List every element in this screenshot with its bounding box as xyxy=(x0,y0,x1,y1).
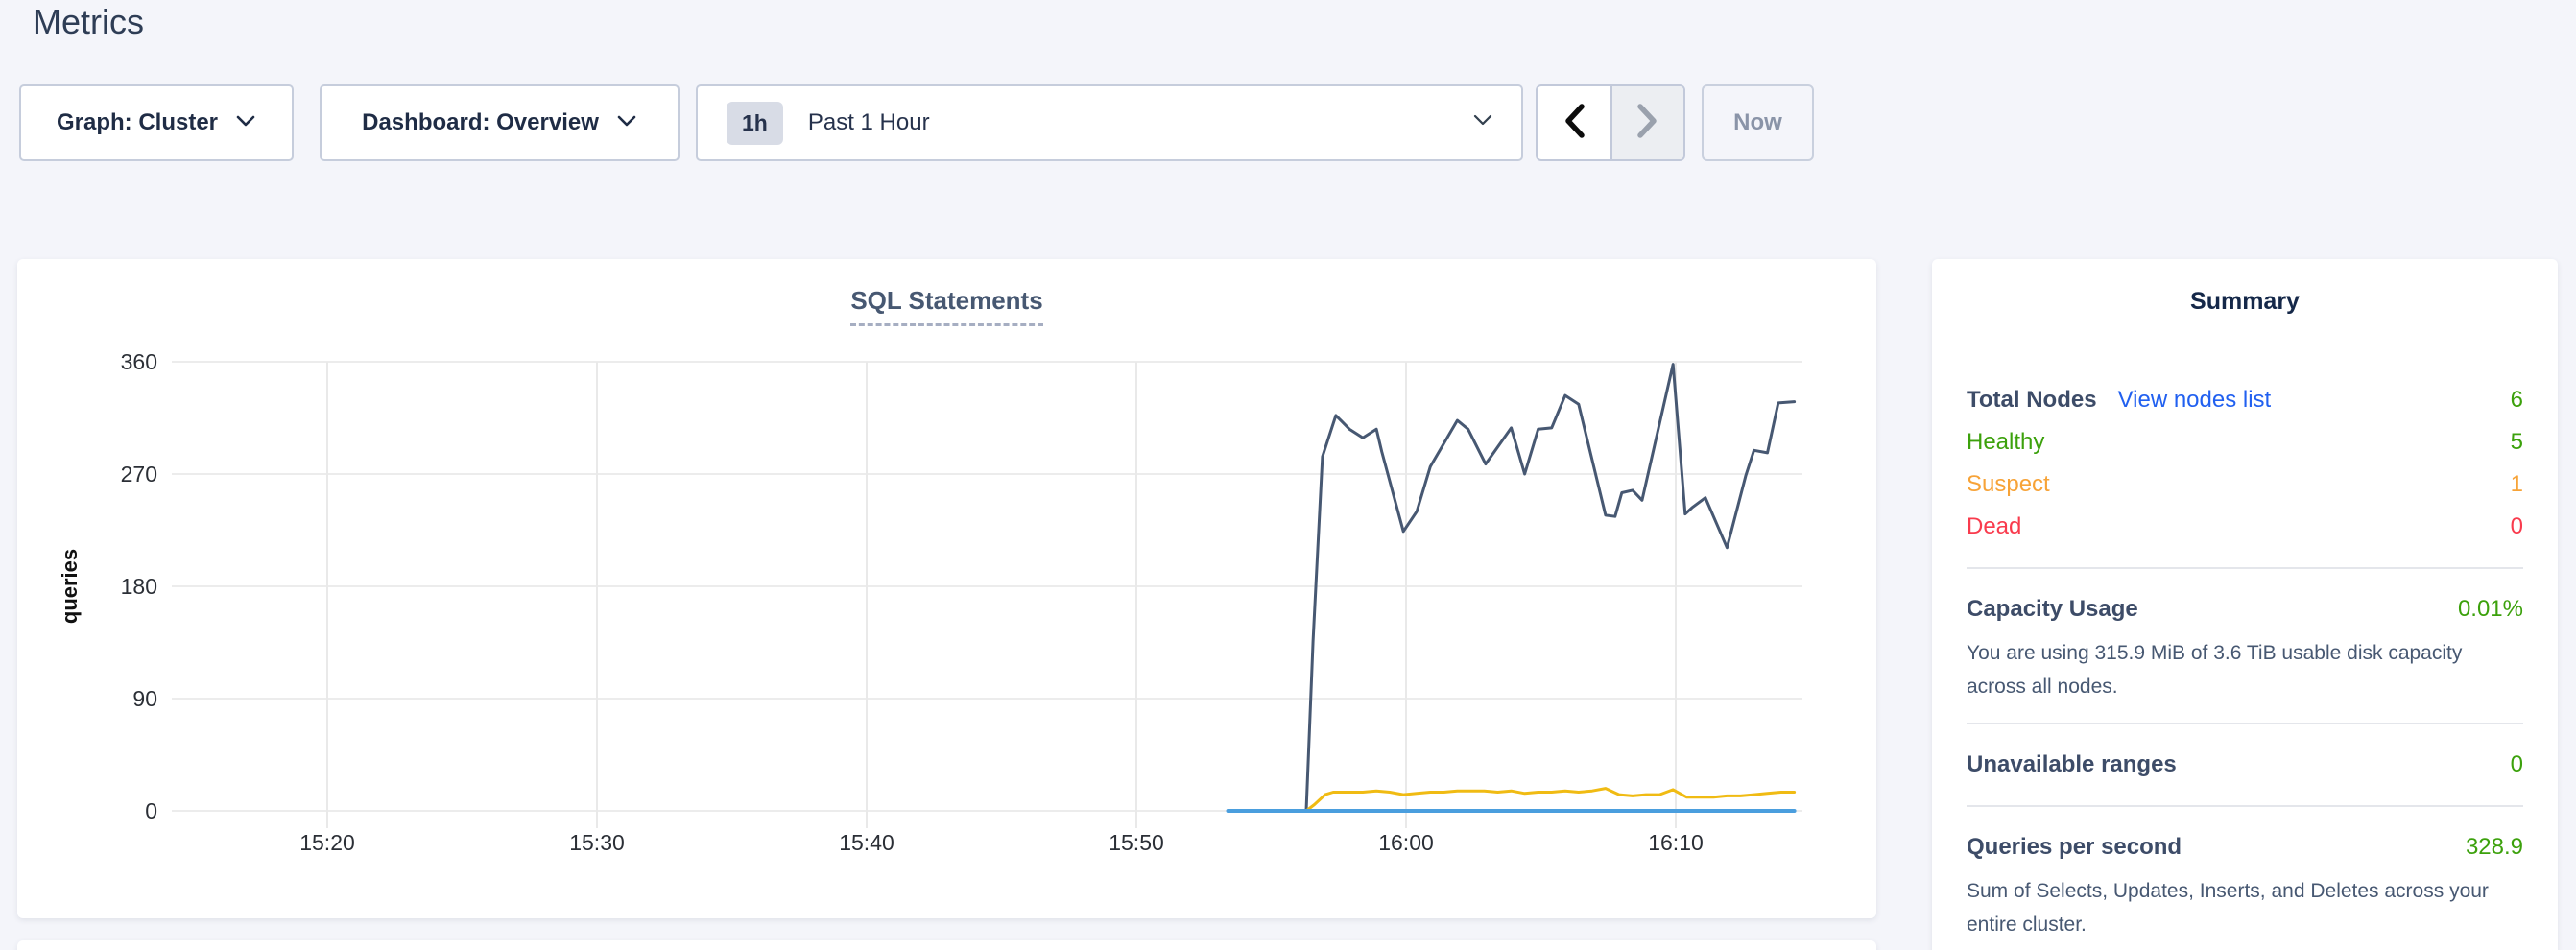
queries-per-second-label: Queries per second xyxy=(1967,834,2182,860)
healthy-label: Healthy xyxy=(1967,429,2045,455)
capacity-usage-value: 0.01% xyxy=(2457,596,2523,622)
time-range-selector[interactable]: 1h Past 1 Hour xyxy=(696,84,1523,161)
svg-text:16:10: 16:10 xyxy=(1648,830,1704,855)
healthy-value: 5 xyxy=(2510,429,2523,455)
sql-statements-chart-card: SQL Statements 0 90 180 270 360 15:20 15:30 15:… xyxy=(17,259,1876,918)
summary-title: Summary xyxy=(2190,288,2300,315)
page-title: Metrics xyxy=(33,2,144,41)
now-button[interactable]: Now xyxy=(1702,84,1814,161)
summary-panel: Summary Total Nodes View nodes list 6 He… xyxy=(1932,259,2558,950)
previous-interval-button[interactable] xyxy=(1538,86,1610,159)
now-button-label: Now xyxy=(1733,109,1782,135)
time-range-label: Past 1 Hour xyxy=(807,109,930,135)
chevron-left-icon xyxy=(1562,103,1586,144)
total-nodes-row: Total Nodes View nodes list 6 xyxy=(1967,379,2523,421)
capacity-usage-row: Capacity Usage 0.01% xyxy=(1967,588,2523,630)
svg-text:queries: queries xyxy=(58,549,82,624)
sql-statements-chart[interactable]: 0 90 180 270 360 15:20 15:30 15:40 15:50 16:00 16:… xyxy=(17,259,1876,918)
chevron-down-icon xyxy=(616,114,637,132)
divider xyxy=(1967,805,2523,807)
graph-dropdown-label: Graph: Cluster xyxy=(56,109,219,135)
time-step-buttons xyxy=(1536,84,1685,161)
next-chart-card xyxy=(17,940,1876,950)
svg-text:0: 0 xyxy=(145,798,157,823)
unavailable-ranges-value: 0 xyxy=(2510,751,2523,777)
suspect-value: 1 xyxy=(2510,471,2523,497)
chevron-down-icon xyxy=(235,114,256,132)
svg-text:15:40: 15:40 xyxy=(839,830,894,855)
unavailable-ranges-label: Unavailable ranges xyxy=(1967,751,2177,777)
dead-nodes-row: Dead 0 xyxy=(1967,506,2523,548)
queries-per-second-value: 328.9 xyxy=(2465,834,2523,860)
svg-text:15:50: 15:50 xyxy=(1109,830,1164,855)
svg-text:270: 270 xyxy=(121,462,157,487)
graph-dropdown[interactable]: Graph: Cluster xyxy=(19,84,294,161)
chart-title[interactable]: SQL Statements xyxy=(850,286,1043,326)
total-nodes-value: 6 xyxy=(2510,387,2523,413)
capacity-usage-label: Capacity Usage xyxy=(1967,596,2138,622)
suspect-nodes-row: Suspect 1 xyxy=(1967,463,2523,506)
dashboard-dropdown[interactable]: Dashboard: Overview xyxy=(320,84,680,161)
total-nodes-label: Total Nodes xyxy=(1967,387,2097,413)
svg-text:360: 360 xyxy=(121,349,157,374)
svg-text:180: 180 xyxy=(121,574,157,599)
chevron-right-icon xyxy=(1635,103,1660,144)
svg-text:90: 90 xyxy=(132,686,157,711)
view-nodes-list-link[interactable]: View nodes list xyxy=(2117,387,2272,413)
unavailable-ranges-row: Unavailable ranges 0 xyxy=(1967,744,2523,786)
capacity-usage-description: You are using 315.9 MiB of 3.6 TiB usabl… xyxy=(1967,642,2463,698)
dashboard-dropdown-label: Dashboard: Overview xyxy=(362,109,599,135)
svg-text:15:30: 15:30 xyxy=(569,830,625,855)
chevron-down-icon xyxy=(1473,114,1492,131)
next-interval-button[interactable] xyxy=(1610,86,1683,159)
healthy-nodes-row: Healthy 5 xyxy=(1967,421,2523,463)
divider xyxy=(1967,723,2523,724)
dead-label: Dead xyxy=(1967,513,2022,539)
suspect-label: Suspect xyxy=(1967,471,2050,497)
time-range-badge: 1h xyxy=(727,101,783,145)
svg-text:16:00: 16:00 xyxy=(1378,830,1434,855)
dead-value: 0 xyxy=(2510,513,2523,539)
divider xyxy=(1967,567,2523,569)
svg-text:15:20: 15:20 xyxy=(299,830,355,855)
queries-per-second-description: Sum of Selects, Updates, Inserts, and De… xyxy=(1967,880,2489,936)
queries-per-second-row: Queries per second 328.9 xyxy=(1967,826,2523,868)
